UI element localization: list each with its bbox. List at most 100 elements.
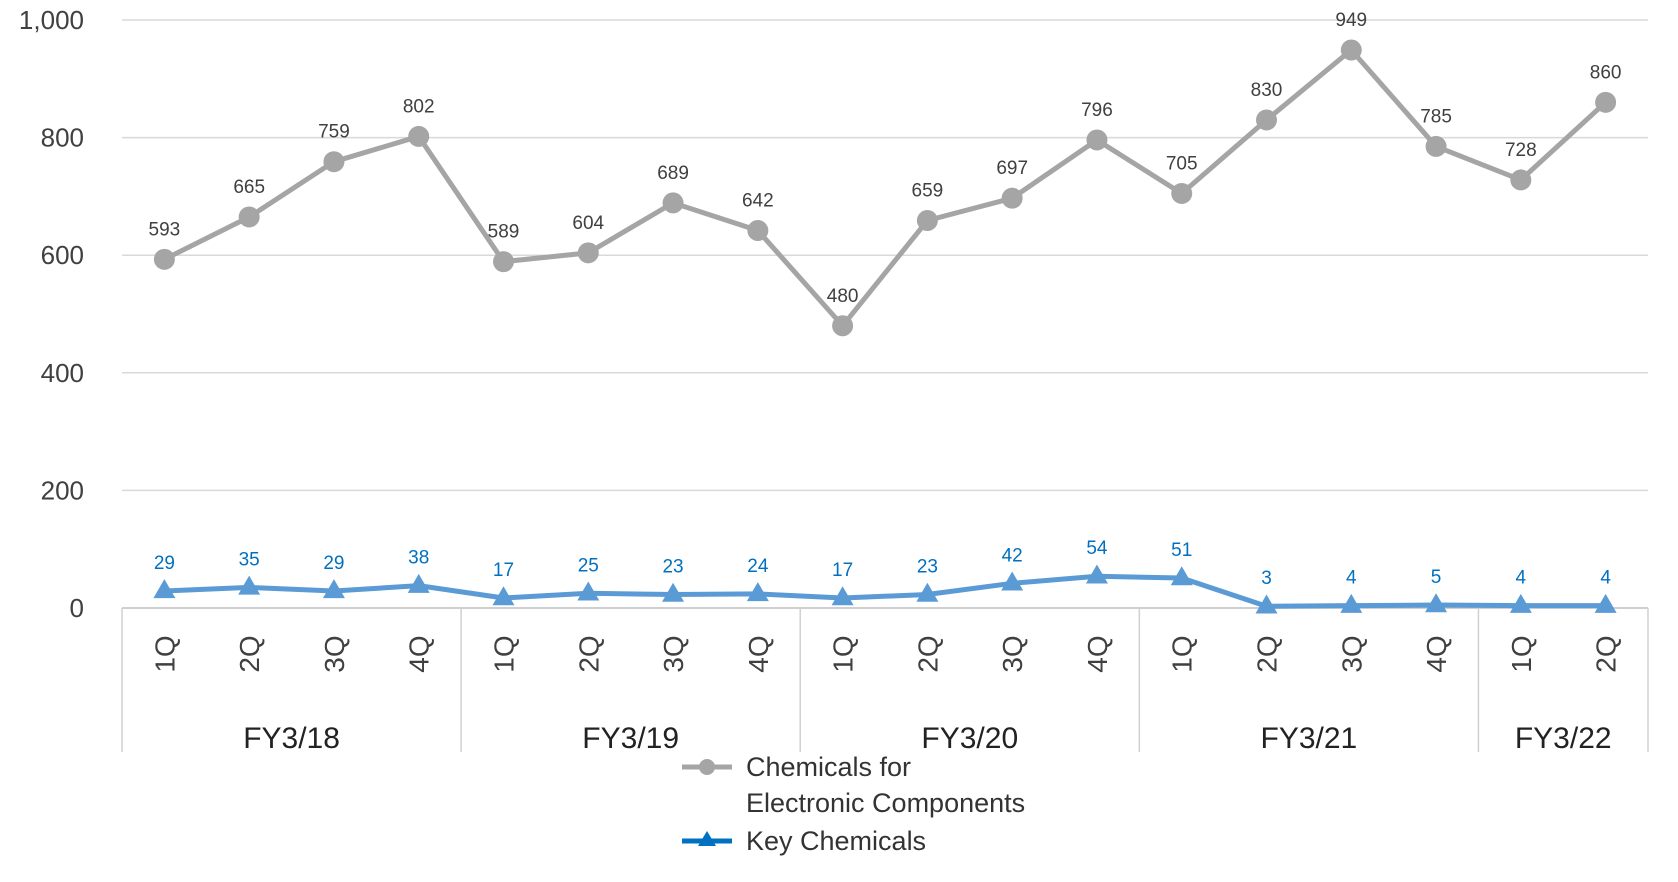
data-point xyxy=(153,579,176,599)
data-label: 4 xyxy=(1600,568,1611,589)
data-label: 3 xyxy=(1261,568,1272,589)
data-label: 593 xyxy=(149,219,181,240)
data-point xyxy=(323,151,345,173)
legend-marker xyxy=(699,759,715,775)
x-tick-label: 4Q xyxy=(1082,635,1113,672)
x-tick-label: 1Q xyxy=(1506,635,1537,672)
x-tick-label: 1Q xyxy=(149,635,180,672)
x-group-label: FY3/21 xyxy=(1261,722,1358,755)
data-label: 705 xyxy=(1166,153,1198,174)
data-label: 480 xyxy=(827,286,859,307)
data-label: 4 xyxy=(1516,568,1527,589)
data-label: 689 xyxy=(657,163,689,184)
data-point xyxy=(322,579,345,599)
data-label: 949 xyxy=(1335,10,1367,31)
y-tick-label: 200 xyxy=(41,475,84,505)
legend-marker xyxy=(698,831,716,846)
y-tick-label: 0 xyxy=(70,593,84,623)
data-label: 796 xyxy=(1081,100,1113,121)
series-line xyxy=(164,573,1606,609)
data-point xyxy=(916,210,938,232)
data-point xyxy=(1086,129,1108,151)
legend-label: Chemicals for xyxy=(746,752,911,782)
data-point xyxy=(1001,571,1024,591)
data-label: 51 xyxy=(1171,540,1192,561)
data-label: 785 xyxy=(1420,106,1452,127)
y-tick-label: 1,000 xyxy=(19,5,84,35)
data-point xyxy=(492,586,515,606)
data-point xyxy=(1425,135,1447,157)
data-label: 589 xyxy=(488,222,520,243)
data-point xyxy=(1085,564,1108,584)
x-tick-label: 3Q xyxy=(658,635,689,672)
x-tick-label: 2Q xyxy=(573,635,604,672)
x-group-label: FY3/18 xyxy=(243,722,340,755)
data-label: 23 xyxy=(917,556,938,577)
x-tick-label: 4Q xyxy=(1421,635,1452,672)
x-tick-label: 2Q xyxy=(1591,635,1622,672)
data-label: 23 xyxy=(662,556,683,577)
data-point xyxy=(408,125,430,147)
data-point xyxy=(577,242,599,264)
data-point xyxy=(577,581,600,601)
y-tick-label: 800 xyxy=(41,123,84,153)
data-point xyxy=(662,582,685,602)
data-label: 17 xyxy=(832,560,853,581)
data-point xyxy=(407,573,430,593)
data-point xyxy=(831,586,854,606)
y-axis: 0 200 400 600 800 1,000 xyxy=(19,5,84,623)
data-label: 42 xyxy=(1002,545,1023,566)
data-point xyxy=(493,251,514,273)
y-tick-label: 600 xyxy=(41,240,84,270)
data-point xyxy=(1256,109,1277,131)
data-label: 4 xyxy=(1346,568,1357,589)
data-label: 697 xyxy=(996,158,1028,179)
data-point xyxy=(1171,182,1193,204)
data-point xyxy=(747,220,769,242)
data-label: 24 xyxy=(747,556,769,577)
data-point xyxy=(238,575,261,595)
x-tick-label: 4Q xyxy=(743,635,774,672)
data-point xyxy=(746,582,769,602)
x-tick-label: 4Q xyxy=(404,635,435,672)
x-tick-label: 2Q xyxy=(1252,635,1283,672)
x-tick-label: 1Q xyxy=(1167,635,1198,672)
data-point xyxy=(153,248,175,270)
legend-label: Key Chemicals xyxy=(746,826,926,856)
data-label: 5 xyxy=(1431,567,1442,588)
data-point xyxy=(916,582,939,602)
data-point xyxy=(1001,187,1023,209)
data-label: 665 xyxy=(233,177,265,198)
data-label: 29 xyxy=(323,553,344,574)
x-tick-label: 1Q xyxy=(828,635,859,672)
data-label: 38 xyxy=(408,548,429,569)
x-tick-label: 3Q xyxy=(1336,635,1367,672)
legend: Chemicals for Electronic Components Key Ch… xyxy=(682,752,1025,856)
x-group-label: FY3/19 xyxy=(582,722,679,755)
data-point xyxy=(238,206,260,228)
data-label: 29 xyxy=(154,553,175,574)
data-label: 25 xyxy=(578,555,599,576)
data-point xyxy=(832,315,854,337)
data-label: 17 xyxy=(493,560,514,581)
data-label: 659 xyxy=(912,181,944,202)
data-point xyxy=(1255,594,1278,614)
legend-label: Electronic Components xyxy=(746,788,1025,818)
x-axis: FY3/18 FY3/19 FY3/20 FY3/21 FY3/22 1Q 2Q 3Q 4Q 1Q… xyxy=(121,607,1649,755)
x-tick-label: 2Q xyxy=(912,635,943,672)
series-group: 593 665 759 802 589 604 689 642 480 659 697 796 705 8… xyxy=(149,10,1621,614)
data-point xyxy=(1595,91,1617,113)
series-line xyxy=(163,47,1608,329)
gridlines xyxy=(122,19,1648,492)
data-label: 604 xyxy=(572,213,604,234)
data-label: 642 xyxy=(742,191,774,212)
y-tick-label: 400 xyxy=(41,358,84,388)
data-label: 802 xyxy=(403,96,435,117)
data-label: 830 xyxy=(1251,80,1283,101)
x-tick-label: 3Q xyxy=(997,635,1028,672)
x-group-label: FY3/20 xyxy=(921,722,1018,755)
data-point xyxy=(1340,593,1363,613)
data-point xyxy=(1425,593,1448,613)
x-tick-label: 3Q xyxy=(319,635,350,672)
data-point xyxy=(1170,566,1193,586)
